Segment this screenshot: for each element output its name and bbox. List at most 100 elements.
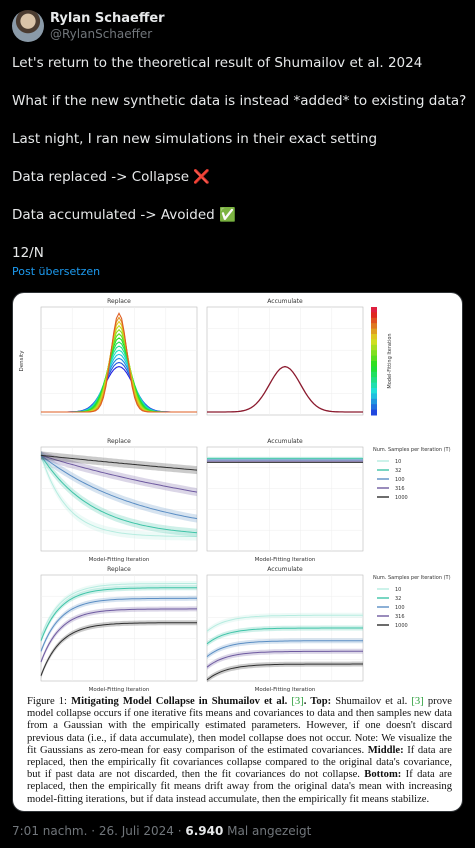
colorbar-step bbox=[371, 307, 377, 313]
post-date: 7:01 nachm. · 26. Juli 2024 · bbox=[12, 824, 186, 838]
colorbar-step bbox=[371, 366, 377, 373]
tweet-paragraph: 12/N bbox=[12, 245, 44, 261]
plot-frame bbox=[206, 306, 364, 416]
colorbar-step bbox=[371, 334, 377, 340]
curve bbox=[40, 597, 197, 652]
curve bbox=[40, 583, 197, 637]
curve bbox=[206, 627, 363, 645]
curve bbox=[40, 454, 198, 520]
colorbar-step bbox=[371, 382, 377, 389]
panel-title: Accumulate bbox=[267, 438, 303, 445]
curve bbox=[40, 454, 198, 493]
colorbar-step bbox=[371, 361, 377, 367]
curve bbox=[207, 365, 363, 413]
post-meta: 7:01 nachm. · 26. Juli 2024 · 6.940 Mal … bbox=[12, 824, 311, 838]
panel-title: Replace bbox=[107, 566, 131, 573]
curve bbox=[40, 622, 197, 676]
panel-title: Accumulate bbox=[267, 298, 303, 305]
caption-segment: If data are replaced, then the empirical… bbox=[27, 744, 453, 781]
caption-segment: . Top: bbox=[303, 696, 336, 707]
tweet-paragraph: Last night, I ran new simulations in the… bbox=[12, 131, 378, 147]
panel-title: Replace bbox=[107, 298, 131, 305]
x-axis-label: Model-Fitting Iteration bbox=[255, 557, 316, 563]
curve-band bbox=[207, 625, 363, 647]
colorbar-step bbox=[371, 355, 377, 362]
x-axis-label: Model-Fitting Iteration bbox=[255, 687, 316, 693]
colorbar-step bbox=[371, 339, 377, 346]
colorbar-step bbox=[371, 328, 377, 335]
caption-segment: prove model collapse occurs if one itera… bbox=[27, 696, 452, 756]
avatar[interactable] bbox=[12, 10, 44, 42]
user-name[interactable]: Rylan Schaeffer bbox=[50, 11, 165, 26]
panel-title: Accumulate bbox=[267, 566, 303, 573]
plot-frame bbox=[40, 306, 198, 416]
colorbar-step bbox=[371, 371, 377, 378]
plot-frame bbox=[206, 446, 364, 552]
curve-band bbox=[207, 638, 363, 660]
colorbar-label: Model-Fitting Iteration bbox=[387, 333, 393, 388]
figure-image[interactable]: Replace Accumulate Density Model-Fitting It… bbox=[12, 292, 463, 812]
curve bbox=[40, 455, 198, 534]
x-axis-label: Model-Fitting Iteration bbox=[89, 687, 150, 693]
curve-band bbox=[207, 648, 363, 670]
curve bbox=[206, 614, 363, 632]
caption-segment: [3] bbox=[291, 696, 304, 707]
legend-title: Num. Samples per Iteration (T) bbox=[373, 575, 451, 581]
legend-label: 316 bbox=[395, 486, 405, 492]
tweet-paragraph: Let's return to the theoretical result o… bbox=[12, 55, 423, 71]
colorbar-step bbox=[371, 388, 377, 394]
curve bbox=[40, 608, 197, 663]
legend-label: 32 bbox=[395, 468, 401, 474]
colorbar-step bbox=[371, 323, 377, 330]
curve bbox=[40, 587, 197, 641]
plot-frame bbox=[40, 574, 198, 682]
colorbar-step bbox=[371, 317, 377, 324]
caption-segment: Shumailov et al. bbox=[335, 696, 412, 707]
colorbar-step bbox=[371, 312, 377, 319]
caption-segment: Mitigating Model Collapse in Shumailov e… bbox=[71, 696, 292, 707]
caption-segment: Figure 1: bbox=[27, 696, 72, 707]
colorbar-step bbox=[371, 377, 377, 384]
panel-title: Replace bbox=[107, 438, 131, 445]
legend-title: Num. Samples per Iteration (T) bbox=[373, 447, 451, 453]
colorbar-step bbox=[371, 393, 377, 400]
curve bbox=[40, 455, 198, 538]
legend-label: 1000 bbox=[395, 495, 408, 501]
figure-charts: Replace Accumulate Density Model-Fitting It… bbox=[19, 298, 451, 693]
curve bbox=[41, 312, 197, 413]
legend-label: 100 bbox=[395, 605, 405, 611]
figure-caption: Figure 1: Mitigating Model Collapse in S… bbox=[27, 696, 452, 806]
legend-label: 1000 bbox=[395, 623, 408, 629]
caption-segment: If data are replaced, then the empirical… bbox=[27, 769, 452, 805]
tweet-paragraph: Data replaced -> Collapse ❌ bbox=[12, 169, 211, 185]
curve bbox=[206, 663, 363, 681]
translate-link[interactable]: Post übersetzen bbox=[12, 265, 101, 278]
tweet-paragraph: What if the new synthetic data is instea… bbox=[12, 93, 467, 109]
colorbar-step bbox=[371, 404, 377, 411]
view-count: 6.940 bbox=[185, 824, 224, 838]
legend-label: 32 bbox=[395, 596, 401, 602]
colorbar-step bbox=[371, 409, 377, 416]
caption-segment: [3] bbox=[411, 696, 424, 707]
caption-segment: Bottom: bbox=[364, 769, 402, 781]
colorbar-step bbox=[371, 344, 377, 351]
curve bbox=[206, 650, 363, 668]
legend-label: 10 bbox=[395, 459, 401, 465]
legend-label: 10 bbox=[395, 587, 401, 593]
curve bbox=[40, 454, 198, 471]
curve-band bbox=[207, 661, 363, 683]
curve-band bbox=[207, 612, 363, 634]
legend-label: 100 bbox=[395, 477, 405, 483]
colorbar-step bbox=[371, 398, 377, 405]
x-axis-label: Model-Fitting Iteration bbox=[89, 557, 150, 563]
views-label: Mal angezeigt bbox=[223, 824, 312, 838]
legend-label: 316 bbox=[395, 614, 405, 620]
tweet-text: Let's return to the theoretical result o… bbox=[12, 53, 467, 281]
user-handle[interactable]: @RylanSchaeffer bbox=[50, 27, 153, 41]
caption-segment: Middle: bbox=[367, 744, 404, 756]
y-axis-label: Density bbox=[19, 350, 25, 372]
tweet-paragraph: Data accumulated -> Avoided ✅ bbox=[12, 207, 236, 223]
curve bbox=[206, 640, 363, 657]
curve-band bbox=[41, 451, 197, 537]
